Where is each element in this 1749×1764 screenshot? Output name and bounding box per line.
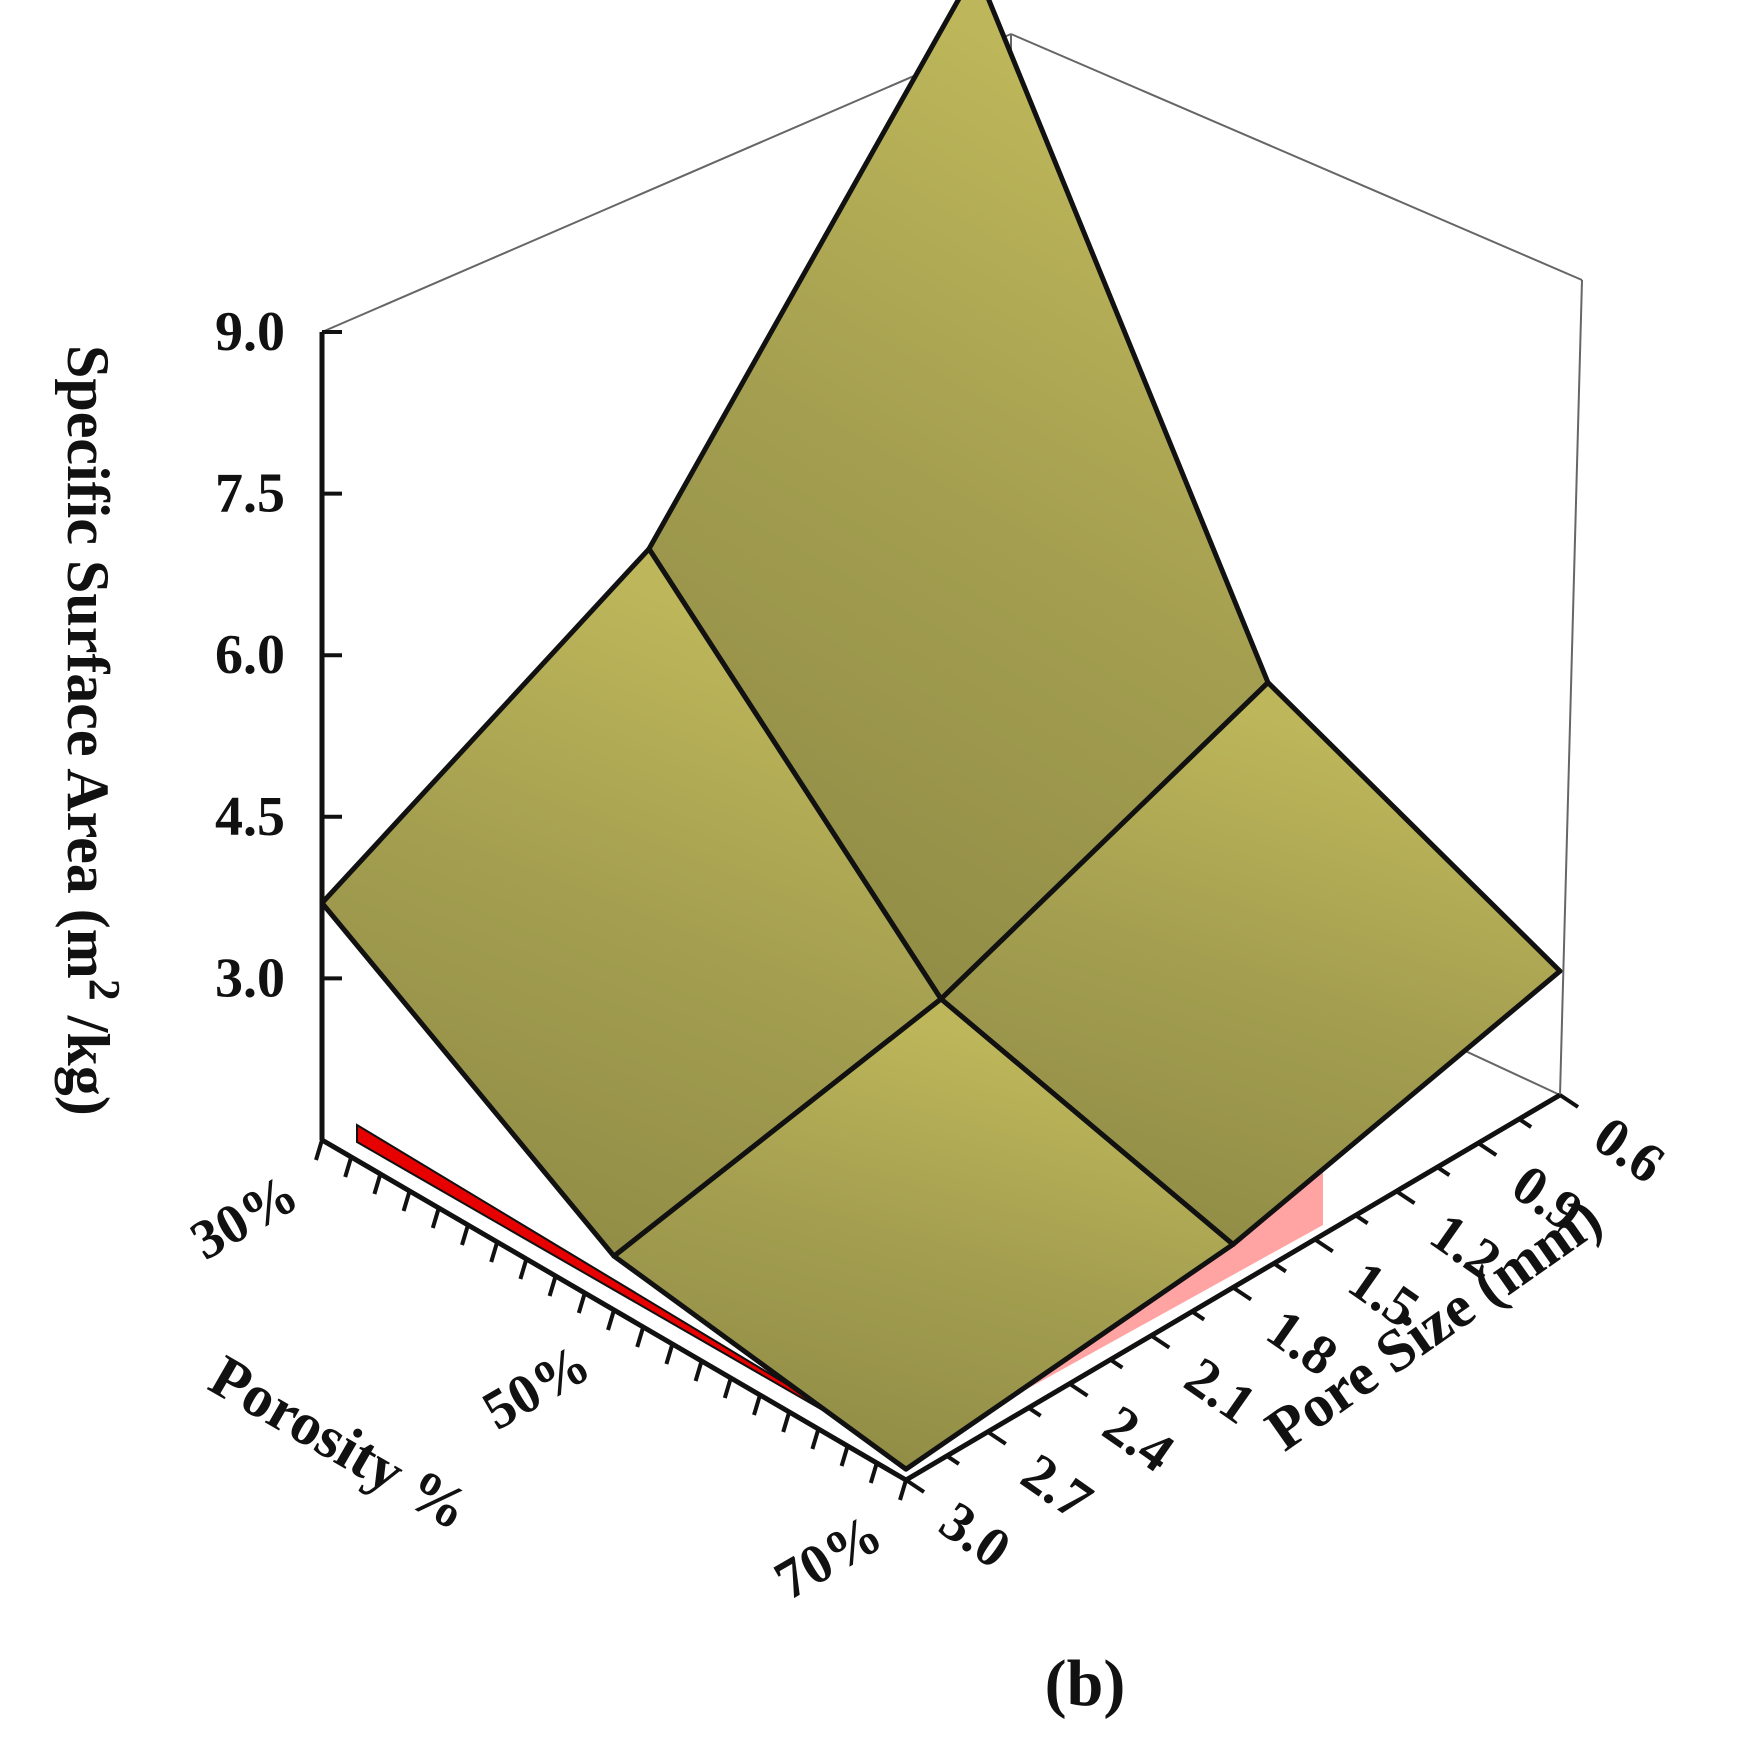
pore-size-tick-mark bbox=[1313, 1237, 1334, 1254]
porosity-axis-title: Porosity % bbox=[199, 1342, 481, 1543]
porosity-tick-label: 50% bbox=[473, 1333, 601, 1443]
pore-size-tick-mark bbox=[1477, 1141, 1498, 1157]
pore-size-tick-mark bbox=[1395, 1189, 1416, 1205]
box-back-top-left bbox=[321, 33, 1012, 333]
pore-size-tick-label: 2.4 bbox=[1092, 1394, 1185, 1485]
surface-cell-1-1 bbox=[611, 996, 1236, 1472]
porosity-tick-mark bbox=[314, 1139, 324, 1161]
z-axis-title: Specific Surface Area (m2 /kg) bbox=[55, 345, 129, 1116]
z-tick-label: 6.0 bbox=[215, 624, 285, 686]
porosity-tick-mark bbox=[401, 1190, 412, 1212]
porosity-tick-mark bbox=[430, 1207, 441, 1229]
porosity-tick-mark bbox=[693, 1360, 704, 1382]
porosity-tick-mark bbox=[343, 1156, 354, 1178]
porosity-tick-mark bbox=[810, 1428, 821, 1450]
pore-size-tick-label: 0.6 bbox=[1583, 1105, 1676, 1196]
pore-size-minor-tick bbox=[1272, 1261, 1287, 1274]
porosity-tick-mark bbox=[635, 1326, 646, 1348]
pore-size-minor-tick bbox=[1191, 1309, 1206, 1322]
z-tick-label: 9.0 bbox=[215, 301, 285, 363]
porosity-tick-mark bbox=[489, 1241, 500, 1263]
porosity-tick-label: 70% bbox=[765, 1503, 893, 1613]
porosity-tick-mark bbox=[752, 1394, 762, 1416]
porosity-tick-mark bbox=[547, 1275, 558, 1297]
pore-size-tick-mark bbox=[904, 1478, 926, 1494]
pore-size-tick-mark bbox=[1150, 1333, 1171, 1350]
z-tick-label: 3.0 bbox=[215, 947, 285, 1009]
porosity-tick-mark bbox=[576, 1292, 587, 1314]
pore-size-tick-mark bbox=[986, 1430, 1007, 1446]
pore-size-minor-tick bbox=[1436, 1165, 1451, 1177]
box-right-vertical bbox=[1559, 279, 1583, 1096]
pore-size-tick-label: 3.0 bbox=[929, 1490, 1022, 1581]
pore-size-tick-mark bbox=[1068, 1382, 1089, 1398]
pore-size-minor-tick bbox=[1027, 1406, 1042, 1418]
porosity-tick-mark bbox=[722, 1377, 733, 1399]
box-back-top-right bbox=[1010, 33, 1583, 281]
pore-size-tick-label: 2.1 bbox=[1174, 1345, 1267, 1436]
panel-label: (b) bbox=[1045, 1647, 1126, 1720]
pore-size-minor-tick bbox=[1354, 1213, 1369, 1225]
pore-size-tick-label: 2.7 bbox=[1010, 1442, 1103, 1533]
pore-size-minor-tick bbox=[1518, 1117, 1533, 1129]
pore-size-tick-mark bbox=[1231, 1285, 1253, 1302]
porosity-tick-mark bbox=[372, 1173, 383, 1195]
porosity-tick-mark bbox=[460, 1224, 470, 1246]
porosity-tick-mark bbox=[664, 1343, 675, 1365]
pore-size-tick-mark bbox=[1558, 1093, 1580, 1109]
porosity-tick-mark bbox=[868, 1462, 879, 1484]
porosity-tick-mark bbox=[518, 1258, 529, 1280]
porosity-tick-mark bbox=[839, 1445, 850, 1467]
pore-size-minor-tick bbox=[945, 1454, 960, 1466]
porosity-tick-label: 30% bbox=[181, 1163, 309, 1273]
surface bbox=[319, 0, 1563, 1472]
z-tick-label: 4.5 bbox=[215, 786, 285, 848]
porosity-tick-mark bbox=[781, 1411, 792, 1433]
porosity-tick-mark bbox=[606, 1309, 616, 1331]
pore-size-minor-tick bbox=[1109, 1358, 1124, 1370]
z-axis-title-superscript: 2 bbox=[80, 979, 129, 1001]
z-tick-label: 7.5 bbox=[215, 463, 285, 525]
porosity-tick-mark bbox=[898, 1479, 908, 1501]
